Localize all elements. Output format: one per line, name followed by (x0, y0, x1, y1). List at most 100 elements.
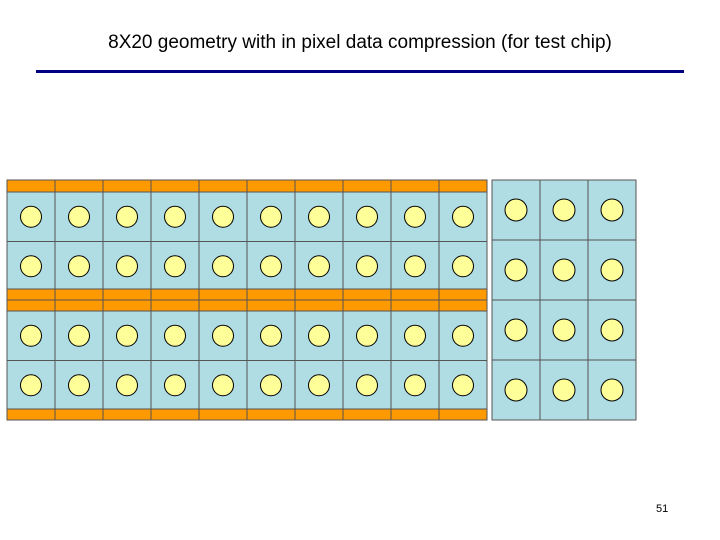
bump-pad (212, 374, 234, 397)
bus-segment (150, 288, 200, 301)
bus-segment (390, 179, 440, 193)
pixel-cell (491, 179, 541, 241)
bus-segment (150, 299, 200, 312)
bus-segment (198, 299, 248, 312)
pixel-cell (539, 179, 589, 241)
bus-segment (246, 299, 296, 312)
page-number: 51 (656, 503, 669, 515)
bump-pad (504, 198, 528, 222)
bus-segment (6, 408, 56, 421)
bump-pad (600, 198, 624, 222)
pixel-cell (390, 360, 440, 411)
bus-segment (246, 288, 296, 301)
pixel-cell (491, 359, 541, 421)
pixel-cell (246, 191, 296, 242)
pixel-cell (54, 310, 104, 361)
pixel-cell (390, 191, 440, 242)
bump-pad (308, 374, 330, 397)
bump-pad (68, 374, 90, 397)
pixel-cell (198, 360, 248, 411)
bus-segment (342, 288, 392, 301)
bump-pad (504, 318, 528, 342)
bump-pad (356, 255, 378, 278)
bump-pad (552, 198, 576, 222)
pixel-cell (6, 191, 56, 242)
pixel-cell (539, 359, 589, 421)
bump-pad (504, 258, 528, 282)
bump-pad (452, 255, 474, 278)
pixel-cell (438, 191, 488, 242)
bus-segment (54, 408, 104, 421)
pixel-cell (246, 310, 296, 361)
bus-segment (438, 299, 488, 312)
bump-pad (68, 205, 90, 228)
bump-pad (68, 324, 90, 347)
bump-pad (164, 324, 186, 347)
bus-segment (390, 299, 440, 312)
bump-pad (356, 374, 378, 397)
pixel-block-right (491, 179, 637, 421)
pixel-cell (246, 241, 296, 292)
bus-segment (438, 179, 488, 193)
bump-pad (404, 324, 426, 347)
bump-pad (116, 205, 138, 228)
bus-segment (198, 408, 248, 421)
bump-pad (212, 255, 234, 278)
bump-pad (260, 255, 282, 278)
bump-pad (356, 205, 378, 228)
pixel-cell (438, 241, 488, 292)
pixel-cell (150, 360, 200, 411)
pixel-cell (342, 241, 392, 292)
bump-pad (20, 324, 42, 347)
pixel-cell (587, 239, 637, 301)
bump-pad (552, 318, 576, 342)
pixel-cell (294, 241, 344, 292)
pixel-cell (342, 191, 392, 242)
slide-title: 8X20 geometry with in pixel data compres… (108, 32, 612, 53)
bus-segment (390, 288, 440, 301)
bus-segment (438, 288, 488, 301)
pixel-cell (6, 241, 56, 292)
pixel-cell (491, 299, 541, 361)
pixel-cell (102, 310, 152, 361)
bus-segment (294, 299, 344, 312)
pixel-cell (294, 310, 344, 361)
bump-pad (452, 205, 474, 228)
bump-pad (552, 378, 576, 402)
pixel-cell (438, 360, 488, 411)
bump-pad (552, 258, 576, 282)
pixel-block-left (6, 179, 488, 421)
bump-pad (260, 374, 282, 397)
bus-segment (102, 408, 152, 421)
bus-segment (198, 288, 248, 301)
pixel-cell (294, 360, 344, 411)
bump-pad (260, 205, 282, 228)
bump-pad (68, 255, 90, 278)
bus-segment (54, 179, 104, 193)
bus-segment (294, 288, 344, 301)
bump-pad (600, 318, 624, 342)
pixel-cell (587, 179, 637, 241)
pixel-cell (54, 241, 104, 292)
bus-segment (6, 288, 56, 301)
pixel-cell (102, 360, 152, 411)
bump-pad (116, 374, 138, 397)
pixel-cell (198, 310, 248, 361)
bus-segment (342, 299, 392, 312)
bump-pad (308, 205, 330, 228)
bump-pad (404, 255, 426, 278)
pixel-cell (587, 299, 637, 361)
bus-segment (246, 179, 296, 193)
pixel-cell (539, 299, 589, 361)
pixel-cell (491, 239, 541, 301)
bump-pad (600, 258, 624, 282)
pixel-cell (342, 360, 392, 411)
pixel-cell (438, 310, 488, 361)
title-underline (36, 70, 684, 73)
pixel-cell (342, 310, 392, 361)
pixel-cell (294, 191, 344, 242)
pixel-cell (198, 191, 248, 242)
bump-pad (20, 374, 42, 397)
pixel-cell (54, 191, 104, 242)
